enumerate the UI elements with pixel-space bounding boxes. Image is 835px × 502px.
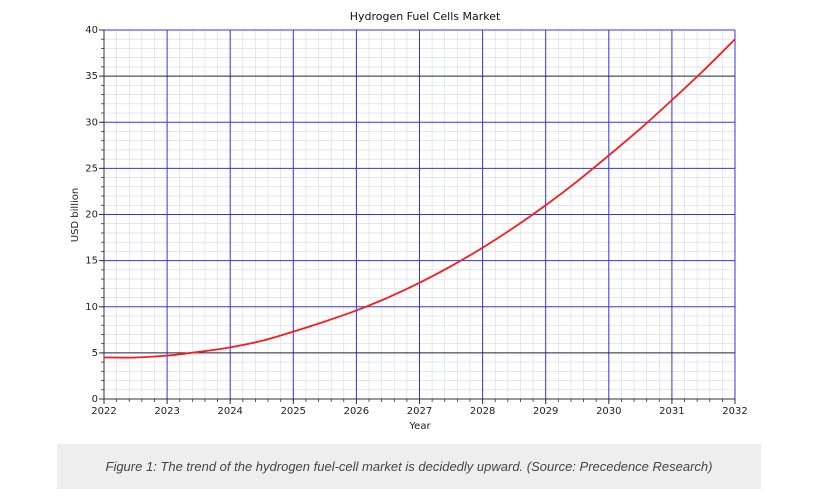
x-tick-label: 2023 [154,406,179,417]
x-tick-label: 2022 [91,406,116,417]
x-tick-label: 2031 [659,406,684,417]
x-tick-label: 2024 [217,406,242,417]
series-group [103,38,736,359]
x-tick-label: 2028 [470,406,495,417]
series-line [103,38,736,359]
y-tick-label: 5 [92,348,98,359]
y-tick-label: 20 [85,210,98,221]
y-tick-label: 10 [85,302,98,313]
line-chart: 2022 2023 2024 2025 2026 2027 2028 2029 2030 2031… [70,10,748,432]
x-tick-label: 2032 [722,406,747,417]
y-tick-label: 40 [85,25,98,36]
y-tick-label: 15 [85,256,98,267]
y-tick-label: 0 [92,394,98,405]
major-grid [104,29,736,399]
y-tick-label: 35 [85,71,98,82]
x-tick-label: 2025 [281,406,306,417]
y-tick-label: 25 [85,163,98,174]
chart-title: Hydrogen Fuel Cells Market [350,10,501,23]
x-tick-label: 2027 [407,406,432,417]
x-axis-ticks: 2022 2023 2024 2025 2026 2027 2028 2029 2030 2031… [91,399,748,417]
y-axis-ticks: 0 5 10 15 20 25 30 35 40 [85,25,104,405]
figure-caption: Figure 1: The trend of the hydrogen fuel… [57,444,761,489]
x-tick-label: 2030 [596,406,621,417]
y-axis-label: USD billion [70,188,81,242]
x-tick-label: 2026 [344,406,369,417]
x-tick-label: 2029 [533,406,558,417]
x-axis-label: Year [408,421,431,432]
y-tick-label: 30 [85,117,98,128]
